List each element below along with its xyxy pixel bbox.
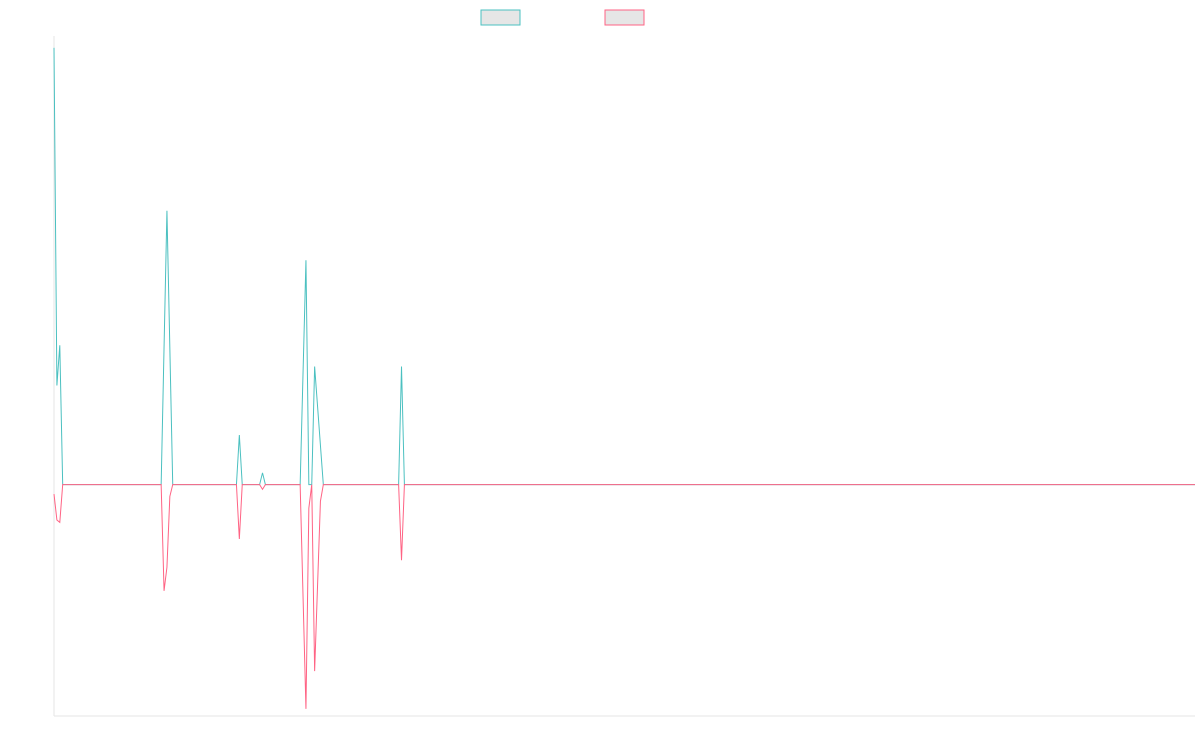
- legend-swatch-series-2[interactable]: [604, 9, 645, 26]
- legend-swatch-series-1[interactable]: [480, 9, 521, 26]
- series-line-2: [53, 484, 1195, 709]
- series-layer: [53, 47, 1195, 709]
- plot-area: [53, 36, 1195, 717]
- series-line-1: [53, 47, 1195, 486]
- legend: [480, 9, 645, 26]
